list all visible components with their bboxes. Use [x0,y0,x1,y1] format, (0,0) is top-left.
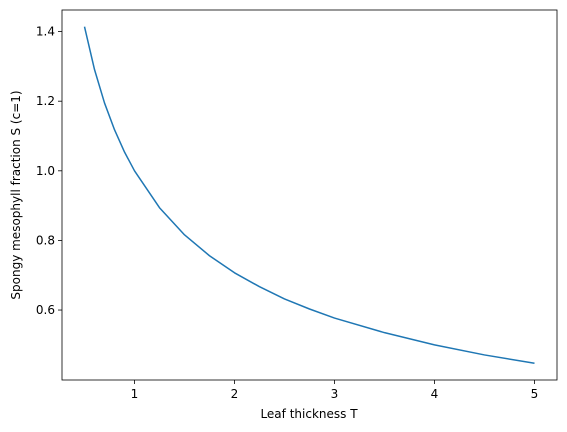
x-tick-label: 2 [231,387,239,401]
plot-frame [61,9,558,381]
x-tick-label: 1 [131,387,139,401]
y-tick-label: 0.8 [36,233,55,247]
y-tick-label: 1.0 [36,164,55,178]
y-tick-label: 1.4 [36,25,55,39]
y-tick-label: 0.6 [36,303,55,317]
x-tick-label: 5 [531,387,539,401]
y-tick-label: 1.2 [36,94,55,108]
x-tick-label: 3 [331,387,339,401]
y-axis-label: Spongy mesophyll fraction S (c=1) [9,90,23,299]
x-tick-label: 4 [431,387,439,401]
line-series [83,26,535,365]
x-axis-label: Leaf thickness T [260,407,358,421]
